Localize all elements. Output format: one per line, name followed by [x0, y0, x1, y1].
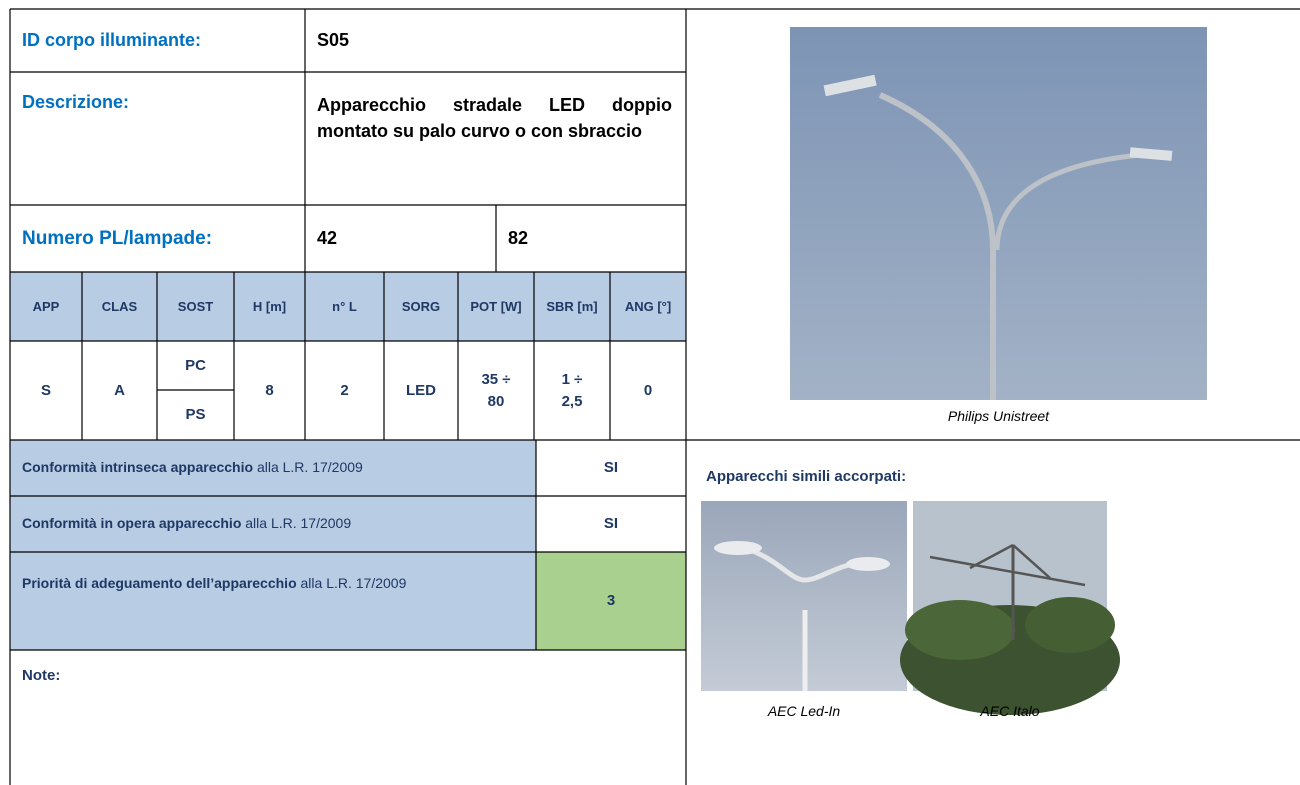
column-header: H [m]: [234, 272, 305, 341]
page: ID corpo illuminante: S05 Descrizione: A…: [0, 0, 1300, 785]
note-label: Note:: [10, 650, 686, 700]
similar-title: Apparecchi simili accorpati:: [706, 462, 1206, 490]
similar-photo-1: [701, 501, 907, 691]
table-cell: 35 ÷ 80: [458, 341, 534, 440]
similar-photo-2: [900, 501, 1120, 715]
description-label: Descrizione:: [10, 72, 305, 205]
conformity-rest: alla L.R. 17/2009: [301, 575, 407, 591]
column-header: APP: [10, 272, 82, 341]
table-cell: 2: [305, 341, 384, 440]
conformity-value: SI: [536, 440, 686, 496]
count-value: 82: [496, 205, 686, 272]
conformity-label: Conformità intrinseca apparecchio alla L…: [10, 440, 536, 496]
table-cell: LED: [384, 341, 458, 440]
table-cell: PS: [157, 390, 234, 440]
table-cell: PC: [157, 341, 234, 390]
conformity-bold: Conformità intrinseca apparecchio: [22, 459, 253, 475]
photo-caption: AEC Italo: [913, 703, 1107, 719]
table-cell: S: [10, 341, 82, 440]
conformity-label: Conformità in opera apparecchio alla L.R…: [10, 496, 536, 552]
count-value: 42: [305, 205, 496, 272]
column-header: CLAS: [82, 272, 157, 341]
description-value: Apparecchio stradale LED doppio montato …: [305, 72, 686, 205]
id-value: S05: [305, 9, 686, 72]
conformity-bold: Priorità di adeguamento dell’apparecchio: [22, 575, 297, 591]
table-cell: 1 ÷ 2,5: [534, 341, 610, 440]
conformity-rest: alla L.R. 17/2009: [245, 515, 351, 531]
column-header: ANG [°]: [610, 272, 686, 341]
table-cell: A: [82, 341, 157, 440]
column-header: SOST: [157, 272, 234, 341]
conformity-rest: alla L.R. 17/2009: [257, 459, 363, 475]
photo-caption: AEC Led-In: [701, 703, 907, 719]
conformity-value: 3: [536, 552, 686, 650]
conformity-value: SI: [536, 496, 686, 552]
column-header: SBR [m]: [534, 272, 610, 341]
table-cell: 8: [234, 341, 305, 440]
column-header: POT [W]: [458, 272, 534, 341]
main-photo: [790, 27, 1207, 400]
conformity-bold: Conformità in opera apparecchio: [22, 515, 241, 531]
table-cell: 0: [610, 341, 686, 440]
photo-caption: Philips Unistreet: [790, 408, 1207, 424]
count-label: Numero PL/lampade:: [10, 205, 305, 272]
conformity-label: Priorità di adeguamento dell’apparecchio…: [10, 552, 536, 650]
column-header: SORG: [384, 272, 458, 341]
column-header: n° L: [305, 272, 384, 341]
id-label: ID corpo illuminante:: [10, 9, 305, 72]
